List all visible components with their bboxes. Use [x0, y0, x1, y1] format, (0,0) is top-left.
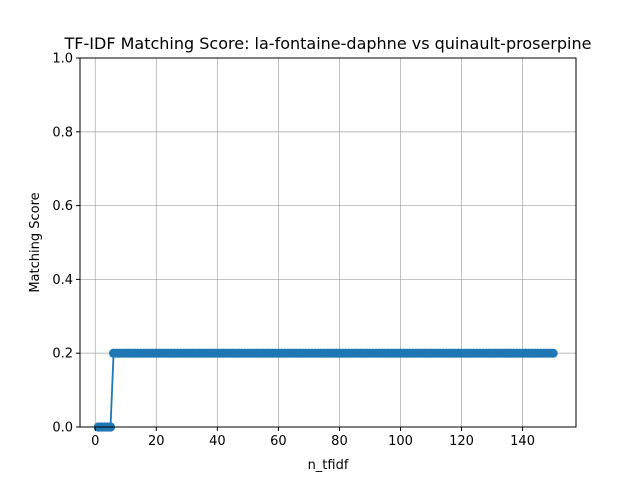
y-tick-label: 0.0 [52, 421, 73, 436]
y-axis-label: Matching Score [28, 192, 43, 292]
x-tick-label: 120 [449, 434, 474, 449]
y-tick-label: 0.6 [52, 199, 73, 214]
y-tick-label: 0.8 [52, 125, 73, 140]
x-tick-label: 100 [388, 434, 413, 449]
x-tick-label: 80 [331, 434, 348, 449]
x-tick-label: 140 [510, 434, 535, 449]
y-tick-label: 0.2 [52, 347, 73, 362]
plot-frame [79, 57, 577, 428]
y-tick-label: 0.4 [52, 273, 73, 288]
chart-title: TF-IDF Matching Score: la-fontaine-daphn… [64, 34, 592, 53]
tick-layer: 0 20 40 60 80 100 120 140 0.0 0.2 0.4 0.6 0.8 1.0 [52, 52, 535, 450]
y-tick-label: 1.0 [52, 52, 73, 67]
x-tick-label: 60 [270, 434, 287, 449]
x-tick-label: 20 [148, 434, 165, 449]
data-point [548, 348, 558, 358]
series-layer [93, 348, 558, 432]
plot-area [80, 58, 576, 427]
x-tick-label: 0 [91, 434, 99, 449]
x-axis-label: n_tfidf [308, 458, 349, 473]
x-tick-label: 40 [209, 434, 226, 449]
